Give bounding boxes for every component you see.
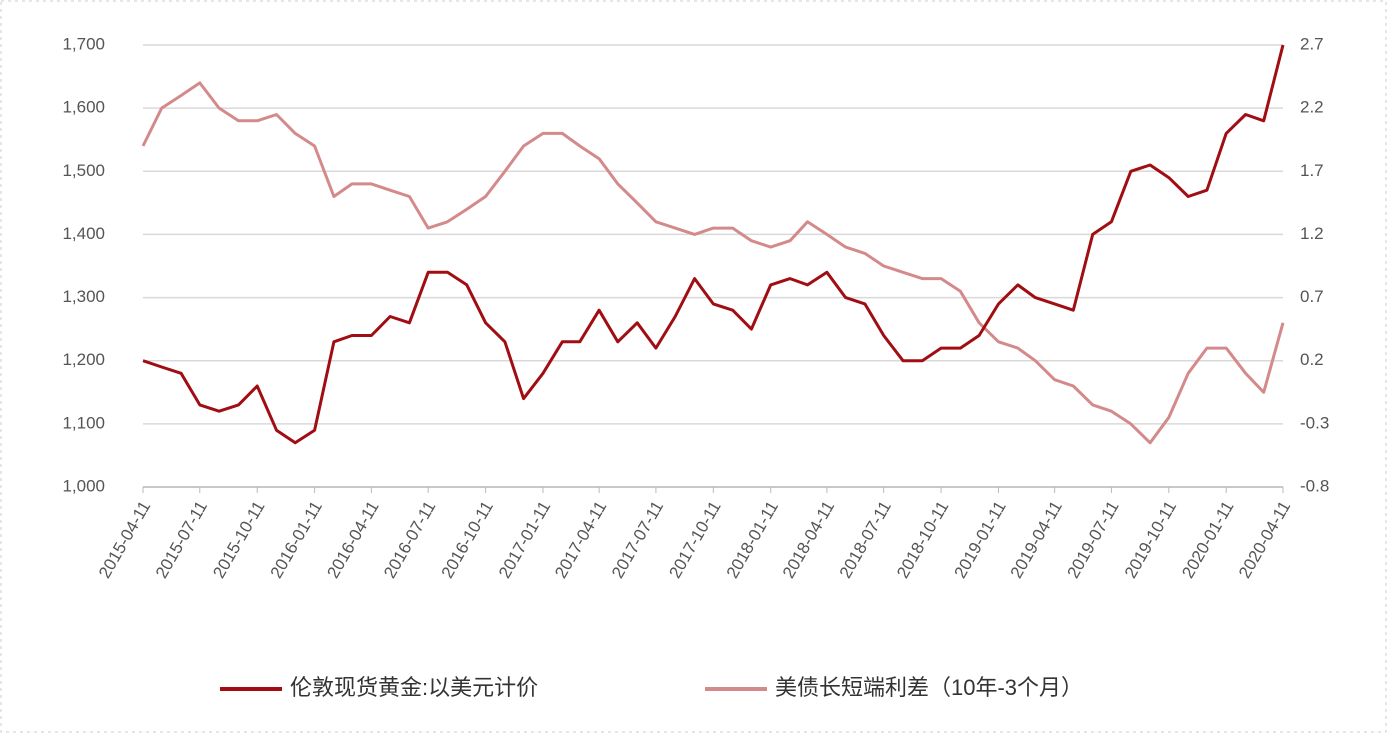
y2-tick-label: 2.2 (1300, 98, 1324, 117)
x-tick-label: 2019-07-11 (1063, 498, 1122, 582)
x-tick-label: 2016-10-11 (438, 498, 497, 582)
x-tick-label: 2016-04-11 (323, 498, 382, 582)
y-tick-label: 1,200 (62, 350, 105, 369)
y-tick-label: 1,500 (62, 161, 105, 180)
x-tick-label: 2020-04-11 (1235, 498, 1294, 582)
x-tick-label: 2017-04-11 (551, 498, 610, 582)
x-tick-label: 2017-10-11 (665, 498, 724, 582)
x-tick-label: 2018-10-11 (893, 498, 952, 582)
x-tick-label: 2017-07-11 (608, 498, 667, 582)
x-tick-label: 2020-01-11 (1178, 498, 1237, 582)
y-tick-label: 1,700 (62, 34, 105, 53)
legend-label: 伦敦现货黄金:以美元计价 (290, 675, 538, 700)
x-tick-label: 2019-01-11 (951, 498, 1010, 582)
y-tick-label: 1,300 (62, 287, 105, 306)
x-tick-label: 2019-10-11 (1121, 498, 1180, 582)
y-tick-label: 1,600 (62, 98, 105, 117)
x-tick-label: 2015-10-11 (209, 498, 268, 582)
legend-label: 美债长短端利差（10年-3个月） (775, 675, 1083, 700)
y2-tick-label: 0.7 (1300, 287, 1324, 306)
y-tick-label: 1,000 (62, 476, 105, 495)
y2-tick-label: 1.7 (1300, 161, 1324, 180)
series-line (142, 44, 1285, 445)
x-tick-label: 2018-04-11 (779, 498, 838, 582)
x-tick-label: 2016-07-11 (380, 498, 439, 582)
x-tick-label: 2017-01-11 (495, 498, 554, 582)
x-tick-label: 2015-04-11 (95, 498, 154, 582)
y-tick-label: 1,100 (62, 413, 105, 432)
y2-tick-label: 1.2 (1300, 224, 1324, 243)
y2-tick-label: -0.8 (1300, 476, 1329, 495)
x-tick-label: 2016-01-11 (267, 498, 326, 582)
y2-tick-label: -0.3 (1300, 413, 1329, 432)
x-tick-label: 2018-01-11 (723, 498, 782, 582)
y2-tick-label: 0.2 (1300, 350, 1324, 369)
x-tick-label: 2015-07-11 (152, 498, 211, 582)
y-tick-label: 1,400 (62, 224, 105, 243)
series-line (141, 81, 1285, 445)
x-tick-label: 2018-07-11 (836, 498, 895, 582)
y2-tick-label: 2.7 (1300, 34, 1324, 53)
x-tick-label: 2019-04-11 (1007, 498, 1066, 582)
